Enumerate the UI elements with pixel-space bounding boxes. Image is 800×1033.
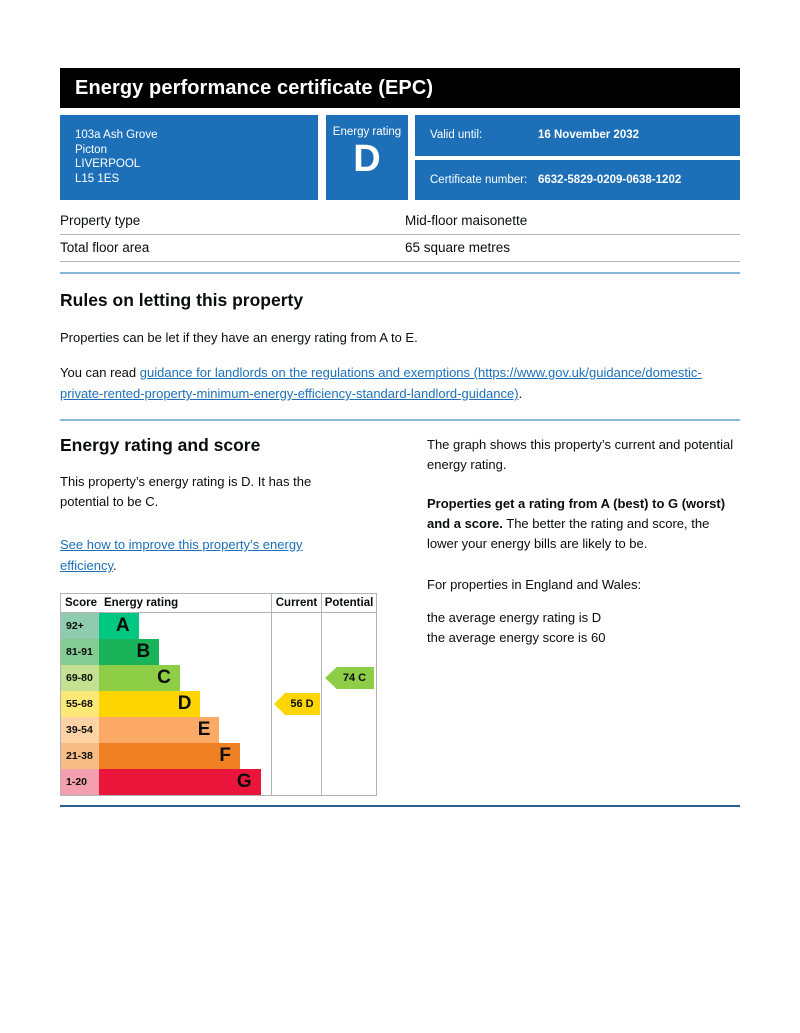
floor-area-row: Total floor area 65 square metres xyxy=(60,235,740,262)
address-line-1: 103a Ash Grove xyxy=(75,129,158,141)
score-range-f: 21-38 xyxy=(61,743,99,769)
rules-paragraph-2: You can read guidance for landlords on t… xyxy=(60,362,740,404)
rating-explainer-rest: The better the rating and score, the low… xyxy=(427,516,710,551)
band-bar-d: D xyxy=(99,691,201,717)
score-range-c: 69-80 xyxy=(61,665,99,691)
score-range-a: 92+ xyxy=(61,613,99,639)
valid-until-row: Valid until: 16 November 2032 xyxy=(415,115,740,156)
average-score-line: the average energy score is 60 xyxy=(427,630,606,645)
potential-column-header: Potential xyxy=(321,594,376,612)
epc-chart-header: Score Energy rating Current Potential xyxy=(61,594,376,613)
rules-paragraph-1: Properties can be let if they have an en… xyxy=(60,330,418,345)
bar-area: G xyxy=(99,769,271,795)
property-type-value: Mid-floor maisonette xyxy=(405,213,528,228)
rating-explainer: Properties get a rating from A (best) to… xyxy=(427,494,740,554)
title-bar: Energy performance certificate (EPC) xyxy=(60,68,740,108)
rating-section: Energy rating and score This property’s … xyxy=(60,435,740,796)
rating-left-column: Energy rating and score This property’s … xyxy=(60,435,412,796)
bar-area: E xyxy=(99,717,271,743)
certificate-number-label: Certificate number: xyxy=(430,173,528,186)
improve-suffix: . xyxy=(113,558,117,573)
page-title: Energy performance certificate (EPC) xyxy=(75,76,434,99)
rating-heading: Energy rating and score xyxy=(60,435,261,455)
epc-chart-body: 92+ A 81-91 B 69-80 C 55-68 D 39-54 E 21-38 F 1-20 G … xyxy=(61,613,376,795)
valid-until-label: Valid until: xyxy=(430,129,483,142)
improve-efficiency-link[interactable]: See how to improve this property’s energ… xyxy=(60,537,303,573)
band-row-g: 1-20 G xyxy=(61,769,271,795)
current-column: 56 D xyxy=(271,613,321,795)
averages-intro: For properties in England and Wales: xyxy=(427,577,642,592)
improve-paragraph: See how to improve this property’s energ… xyxy=(60,534,360,576)
current-column-header: Current xyxy=(271,594,321,612)
score-column-header: Score xyxy=(65,597,97,609)
rules-paragraph-2-suffix: . xyxy=(518,386,523,401)
rating-right-column: The graph shows this property’s current … xyxy=(427,435,740,796)
band-row-b: 81-91 B xyxy=(61,639,271,665)
rules-heading: Rules on letting this property xyxy=(60,290,304,310)
rating-summary: This property’s energy rating is D. It h… xyxy=(60,474,312,509)
band-bar-f: F xyxy=(99,743,241,769)
rules-section: Rules on letting this property Propertie… xyxy=(60,290,740,404)
band-row-c: 69-80 C xyxy=(61,665,271,691)
floor-area-label: Total floor area xyxy=(60,240,150,255)
property-type-label: Property type xyxy=(60,213,141,228)
address-line-2: Picton xyxy=(75,143,107,156)
section-divider xyxy=(60,805,740,807)
rating-explainer-bold: Properties get a rating from A (best) to… xyxy=(427,496,726,531)
epc-chart: Score Energy rating Current Potential 92… xyxy=(60,593,377,796)
graph-intro: The graph shows this property’s current … xyxy=(427,437,734,472)
bar-area: F xyxy=(99,743,271,769)
property-address: 103a Ash Grove Picton LIVERPOOL L15 1ES xyxy=(60,115,318,200)
averages-lines: the average energy rating is D the averag… xyxy=(427,608,740,648)
band-row-d: 55-68 D xyxy=(61,691,271,717)
valid-until-value: 16 November 2032 xyxy=(538,129,640,142)
band-bar-a: A xyxy=(99,613,139,639)
score-range-e: 39-54 xyxy=(61,717,99,743)
band-row-e: 39-54 E xyxy=(61,717,271,743)
bar-area: D xyxy=(99,691,271,717)
bar-area: C xyxy=(99,665,271,691)
current-rating-marker: 56 D xyxy=(274,693,320,715)
summary-card: 103a Ash Grove Picton LIVERPOOL L15 1ES … xyxy=(60,115,740,200)
band-bar-b: B xyxy=(99,639,160,665)
energy-rating-value: D xyxy=(353,138,381,180)
average-rating-line: the average energy rating is D xyxy=(427,610,602,625)
energy-rating-box: Energy rating D xyxy=(326,115,408,200)
address-line-3: LIVERPOOL xyxy=(75,158,141,170)
certificate-number-row: Certificate number: 6632-5829-0209-0638-… xyxy=(415,159,740,200)
energy-rating-column-header: Energy rating xyxy=(104,597,179,609)
band-bar-g: G xyxy=(99,769,261,795)
energy-rating-label: Energy rating xyxy=(332,126,402,138)
landlord-guidance-link[interactable]: guidance for landlords on the regulation… xyxy=(60,365,702,401)
band-bar-e: E xyxy=(99,717,220,743)
certificate-meta: Valid until: 16 November 2032 Certificat… xyxy=(415,115,740,200)
epc-document: Energy performance certificate (EPC) 103… xyxy=(60,68,740,807)
property-type-row: Property type Mid-floor maisonette xyxy=(60,208,740,235)
score-range-g: 1-20 xyxy=(61,769,99,795)
section-divider xyxy=(60,272,740,274)
bar-area: A xyxy=(99,613,271,639)
potential-rating-marker: 74 C xyxy=(325,667,374,689)
section-divider xyxy=(60,419,740,421)
certificate-number-value: 6632-5829-0209-0638-1202 xyxy=(538,173,682,186)
score-range-b: 81-91 xyxy=(61,639,99,665)
bar-area: B xyxy=(99,639,271,665)
rules-paragraph-2-prefix: You can read xyxy=(60,365,140,380)
band-row-f: 21-38 F xyxy=(61,743,271,769)
potential-column: 74 C xyxy=(321,613,376,795)
address-line-4: L15 1ES xyxy=(75,172,120,185)
band-bar-c: C xyxy=(99,665,180,691)
floor-area-value: 65 square metres xyxy=(405,240,511,255)
band-row-a: 92+ A xyxy=(61,613,271,639)
property-facts: Property type Mid-floor maisonette Total… xyxy=(60,208,740,262)
score-range-d: 55-68 xyxy=(61,691,99,717)
epc-band-rows: 92+ A 81-91 B 69-80 C 55-68 D 39-54 E 21-38 F 1-20 G xyxy=(61,613,271,795)
